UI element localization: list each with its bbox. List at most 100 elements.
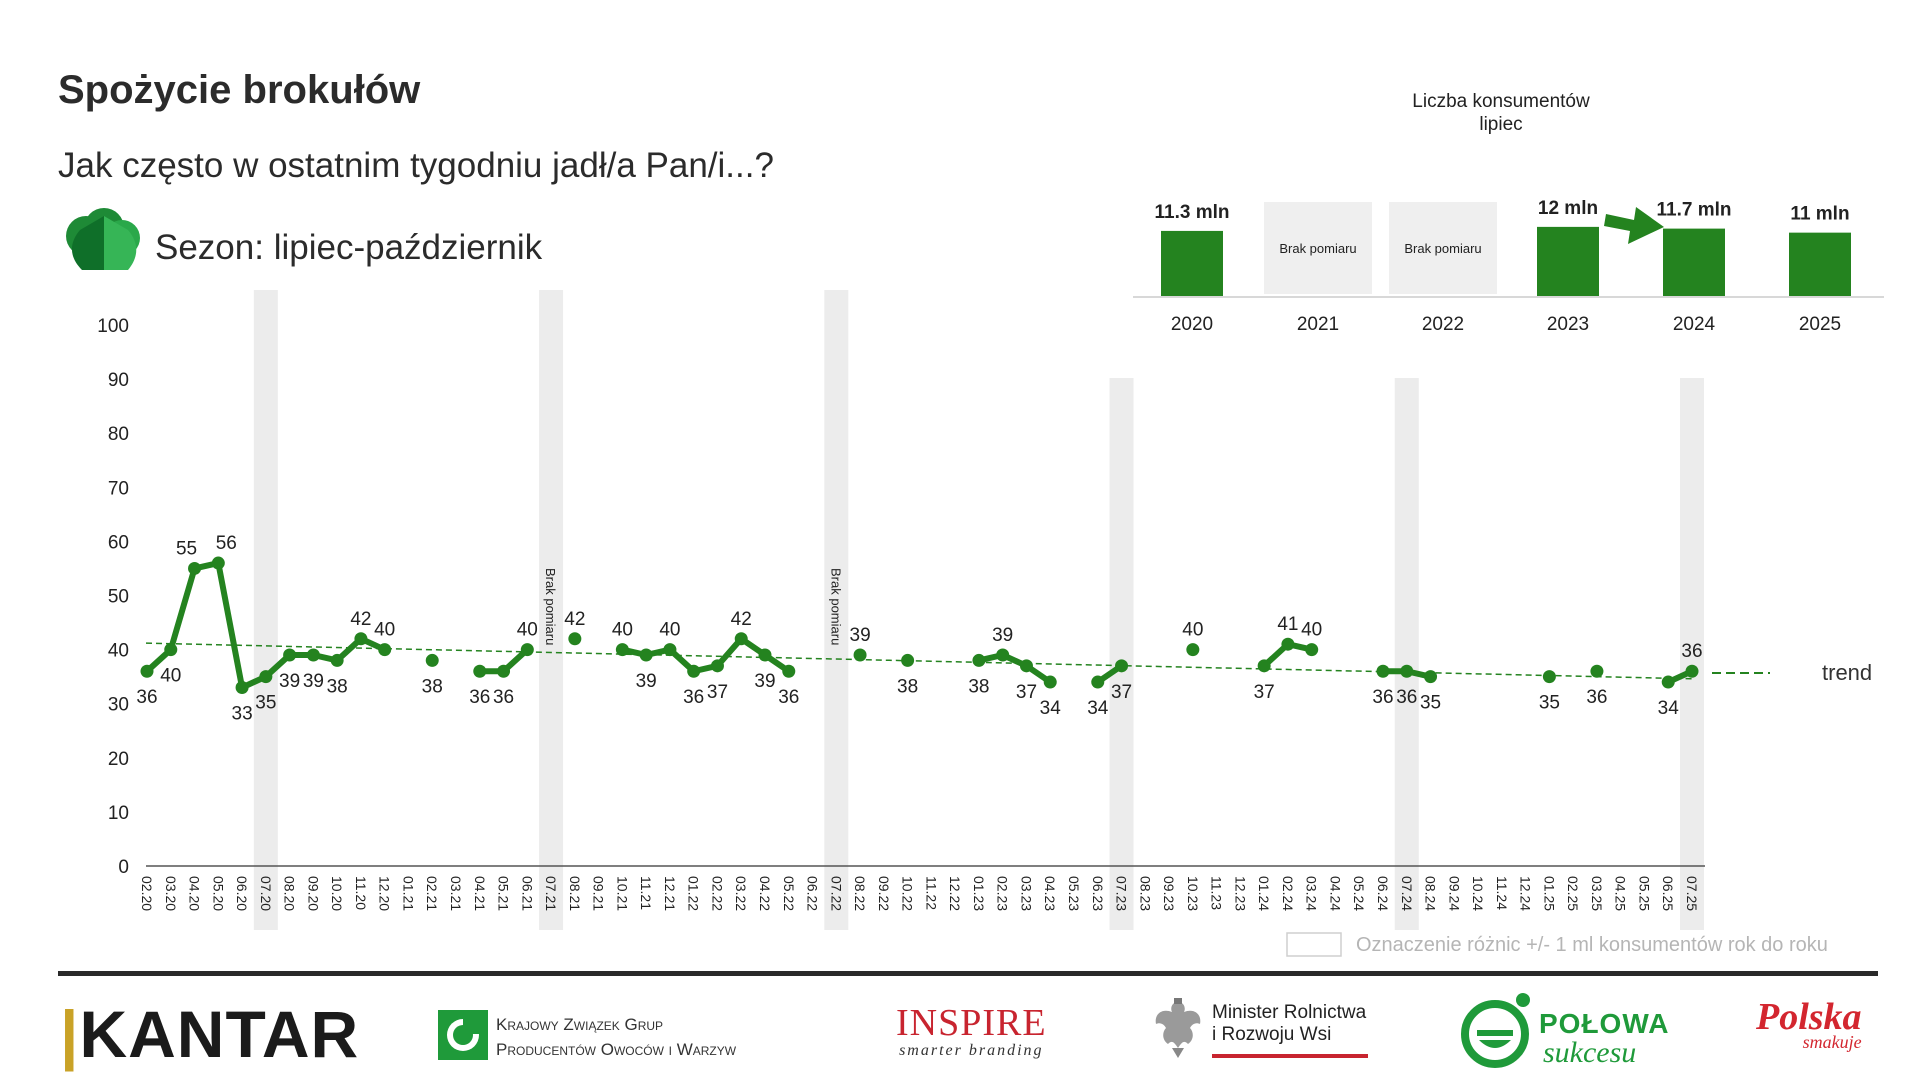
trend-line <box>145 642 1693 680</box>
data-label: 39 <box>992 625 1013 646</box>
data-point <box>734 632 748 646</box>
x-tick-label: 11.24 <box>1494 876 1510 910</box>
highlight-band-07.24 <box>1394 378 1419 930</box>
data-point <box>378 643 392 657</box>
data-point <box>996 648 1010 662</box>
y-tick-label: 30 <box>108 695 129 716</box>
series-line-segment <box>975 652 1054 686</box>
highlight-band-07.25 <box>1680 378 1704 930</box>
data-label: 37 <box>707 682 728 703</box>
x-tick-label: 12.22 <box>947 876 963 911</box>
inset-bar-value: 11 mln <box>1790 204 1849 225</box>
x-tick-label: 05.20 <box>210 876 226 911</box>
x-tick-label: 06.24 <box>1375 876 1391 911</box>
data-label: 38 <box>327 676 348 697</box>
y-tick-label: 0 <box>118 857 129 878</box>
data-label: 40 <box>517 620 538 641</box>
data-label: 38 <box>968 676 989 697</box>
x-tick-label: 01.21 <box>400 876 416 911</box>
data-label: 56 <box>216 533 237 554</box>
x-tick-label: 02.23 <box>995 876 1011 911</box>
data-label: 38 <box>422 676 443 697</box>
x-tick-label: 08.24 <box>1423 876 1439 911</box>
x-tick-label: 11.20 <box>353 876 369 910</box>
data-label: 36 <box>493 687 514 708</box>
data-label: 34 <box>1658 698 1680 719</box>
x-tick-label: 08.23 <box>1137 876 1153 911</box>
data-point <box>164 643 178 657</box>
x-tick-label: 11.21 <box>638 876 654 910</box>
x-tick-label: 03.22 <box>733 876 749 911</box>
x-tick-label: 10.22 <box>900 876 916 911</box>
data-label: 40 <box>160 666 181 687</box>
x-tick-label: 02.20 <box>139 876 155 911</box>
data-point <box>1257 659 1271 673</box>
data-point <box>354 632 368 646</box>
polowa-sukcesu-emblem-icon <box>1461 993 1530 1068</box>
x-tick-label: 03.20 <box>163 876 179 911</box>
inset-bar <box>1663 228 1725 296</box>
highlight-band-07.23 <box>1109 378 1134 930</box>
data-label: 55 <box>176 538 197 559</box>
data-point <box>259 670 273 684</box>
data-label: 42 <box>731 609 752 630</box>
inset-chart-title: Liczba konsumentów <box>1412 91 1590 112</box>
data-point <box>306 648 320 662</box>
data-point <box>1091 675 1105 689</box>
data-point <box>1400 664 1414 678</box>
broccoli-icon <box>66 208 140 270</box>
x-tick-label: 12.20 <box>377 876 393 911</box>
change-arrow-icon <box>1604 207 1664 244</box>
data-label: 33 <box>232 703 253 724</box>
x-tick-label: 10.24 <box>1470 876 1486 911</box>
data-label: 39 <box>754 671 775 692</box>
x-tick-label: 05.24 <box>1351 876 1367 911</box>
x-tick-label: 05.23 <box>1066 876 1082 911</box>
polowa-sukcesu-logo: POŁOWA sukcesu <box>1455 990 1668 1075</box>
x-tick-label: 07.23 <box>1114 876 1130 911</box>
minister-logo-line1: Minister Rolnictwa <box>1212 1002 1367 1023</box>
inset-category-label: 2024 <box>1673 314 1716 335</box>
x-tick-label: 03.21 <box>448 876 464 911</box>
data-point <box>663 643 677 657</box>
x-tick-label: 06.25 <box>1660 876 1676 911</box>
polska-smakuje-logo: Polska smakuje <box>1756 998 1862 1053</box>
data-point <box>972 653 986 667</box>
polowa-logo-line1: POŁOWA <box>1539 1008 1670 1039</box>
x-tick-label: 09.22 <box>876 876 892 911</box>
minister-logo: Minister Rolnictwa i Rozwoju Wsi <box>1150 996 1368 1067</box>
data-point <box>1661 675 1675 689</box>
data-label: 38 <box>897 676 918 697</box>
data-point <box>1376 664 1390 678</box>
inspire-logo-tagline: smarter branding <box>899 1042 1044 1059</box>
page-subtitle: Jak często w ostatnim tygodniu jadł/a Pa… <box>58 146 774 185</box>
data-label: 40 <box>612 620 633 641</box>
x-tick-label: 06.22 <box>805 876 821 911</box>
inset-category-label: 2025 <box>1799 314 1841 335</box>
inspire-logo: INSPIRE smarter branding <box>896 1004 1047 1060</box>
highlight-band-07.22 <box>824 290 849 930</box>
x-tick-label: 05.25 <box>1636 876 1652 911</box>
data-label: 41 <box>1277 614 1298 635</box>
highlight-band-07.20 <box>253 290 278 930</box>
kzgp-emblem-icon <box>438 1010 488 1060</box>
x-tick-label: 08.20 <box>282 876 298 911</box>
data-point <box>1043 675 1057 689</box>
minister-logo-underline <box>1212 1054 1368 1058</box>
trend-legend-label: trend <box>1822 660 1872 685</box>
data-point <box>901 653 915 667</box>
x-tick-label: 07.25 <box>1684 876 1700 911</box>
data-label: 40 <box>1301 620 1322 641</box>
x-tick-label: 05.22 <box>781 876 797 911</box>
x-tick-label: 04.22 <box>757 876 773 911</box>
x-tick-label: 06.23 <box>1090 876 1106 911</box>
inset-category-label: 2022 <box>1422 314 1464 335</box>
data-point <box>568 632 582 646</box>
x-tick-label: 01.25 <box>1541 876 1557 911</box>
data-point <box>188 561 202 575</box>
data-point <box>1542 670 1556 684</box>
x-tick-label: 12.23 <box>1232 876 1248 911</box>
data-label: 36 <box>1681 641 1702 662</box>
x-tick-label: 08.21 <box>567 876 583 911</box>
